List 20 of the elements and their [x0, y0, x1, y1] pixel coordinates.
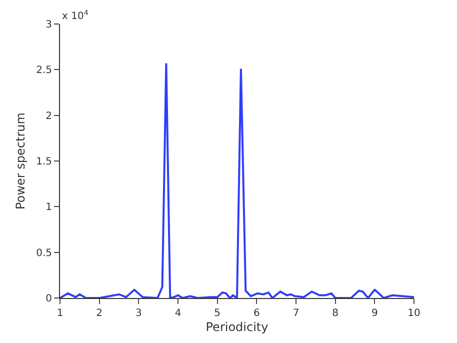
y-tick-label: 2.5	[36, 65, 52, 76]
x-axis-title: Periodicity	[206, 320, 268, 334]
x-tick-label: 6	[253, 308, 260, 319]
x-tick-label: 8	[332, 308, 339, 319]
x-tick-label: 5	[214, 308, 221, 319]
x-tick-label: 9	[371, 308, 378, 319]
y-tick-label: 2	[46, 110, 52, 122]
y-axis-title: Power spectrum	[13, 112, 28, 210]
y-tick-label: 1.5	[36, 156, 52, 168]
x-tick-label: 1	[56, 308, 64, 319]
text: x 10$^{4}$	[62, 9, 89, 22]
x-tick-label: 4	[174, 308, 182, 319]
y-tick-label: 0	[46, 294, 52, 304]
y-tick-label: 0.5	[36, 248, 52, 259]
x-tick-label: 7	[292, 308, 300, 319]
x-tick-label: 2	[96, 308, 103, 319]
y-tick-label: 1	[46, 202, 52, 214]
x-tick-label: 3	[135, 308, 142, 319]
x-tick-label: 10	[408, 308, 420, 319]
y-tick-label: 3	[46, 20, 52, 30]
